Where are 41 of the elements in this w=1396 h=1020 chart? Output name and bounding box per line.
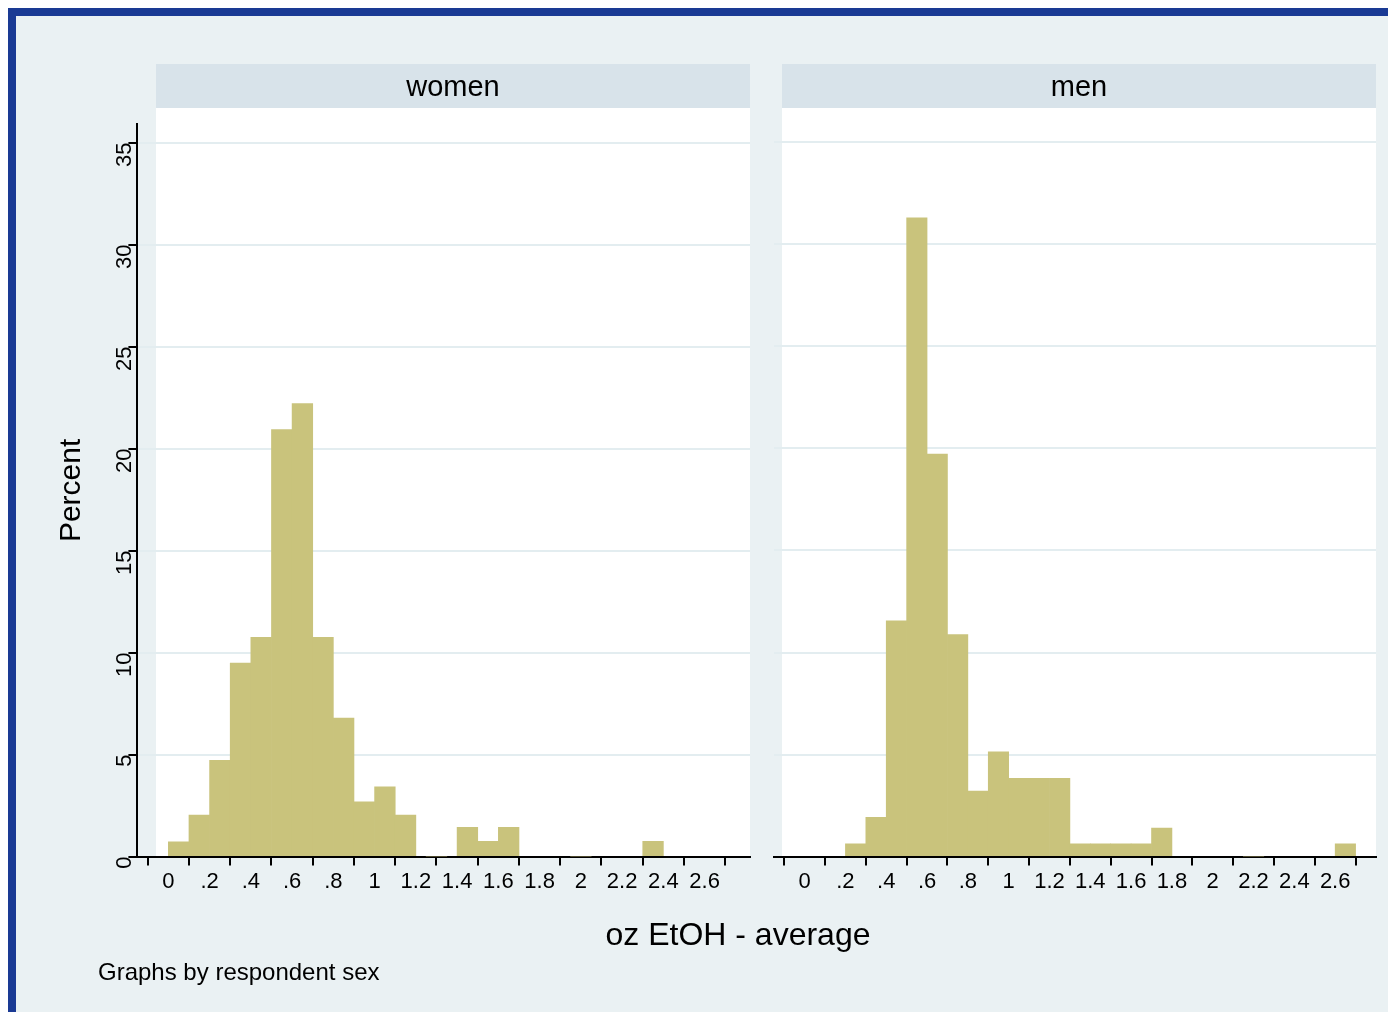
x-axis-title: oz EtOH - average [604, 916, 872, 953]
x-tick-label: 1 [1002, 867, 1015, 893]
x-tick-label: 0 [162, 867, 175, 893]
x-tick-label: 2.6 [1319, 867, 1351, 893]
x-tick-label: 1.6 [483, 867, 514, 893]
x-tick-label: .6 [917, 867, 937, 893]
y-tick-label: 0 [111, 856, 137, 869]
x-tick-label: .2 [200, 867, 219, 893]
x-tick-label: .6 [282, 867, 302, 893]
x-tick-label: 1.2 [400, 867, 432, 893]
x-tick-label: 1.6 [1115, 867, 1147, 893]
x-tick-label: 1 [368, 867, 381, 893]
chart-title: women [156, 64, 750, 108]
x-tick-label: 2.4 [1279, 867, 1310, 893]
x-tick-label: 2.2 [606, 867, 638, 893]
x-tick-label: 2 [1206, 867, 1219, 893]
x-tick-label: 1.2 [1034, 867, 1065, 893]
y-tick-label: 10 [111, 652, 137, 678]
y-tick-label: 30 [111, 244, 137, 270]
x-tick-label: 2.4 [648, 867, 679, 893]
x-tick-label: 1.4 [441, 867, 473, 893]
x-tick-label: 0 [798, 867, 811, 893]
x-tick-label: .8 [324, 867, 343, 893]
x-tick-label: .4 [241, 867, 261, 893]
x-tick-label: .8 [958, 867, 978, 893]
y-tick-label: 35 [111, 142, 137, 168]
y-axis-title: Percent [53, 438, 87, 543]
y-tick-label: 5 [111, 754, 137, 767]
x-tick-label: .4 [877, 867, 896, 893]
x-tick-label: 1.4 [1075, 867, 1106, 893]
x-tick-label: 1.8 [524, 867, 555, 893]
x-tick-label: 2.6 [689, 867, 720, 893]
y-tick-label: 20 [111, 448, 137, 474]
chart-title: men [782, 64, 1376, 108]
y-tick-label: 25 [111, 346, 137, 372]
x-tick-label: 2 [574, 867, 587, 893]
text: Graphs by respondent sex [98, 958, 380, 986]
x-tick-label: .2 [836, 867, 855, 893]
x-tick-label: 2.2 [1238, 867, 1269, 893]
x-tick-label: 1.8 [1156, 867, 1188, 893]
y-tick-label: 15 [111, 550, 137, 576]
